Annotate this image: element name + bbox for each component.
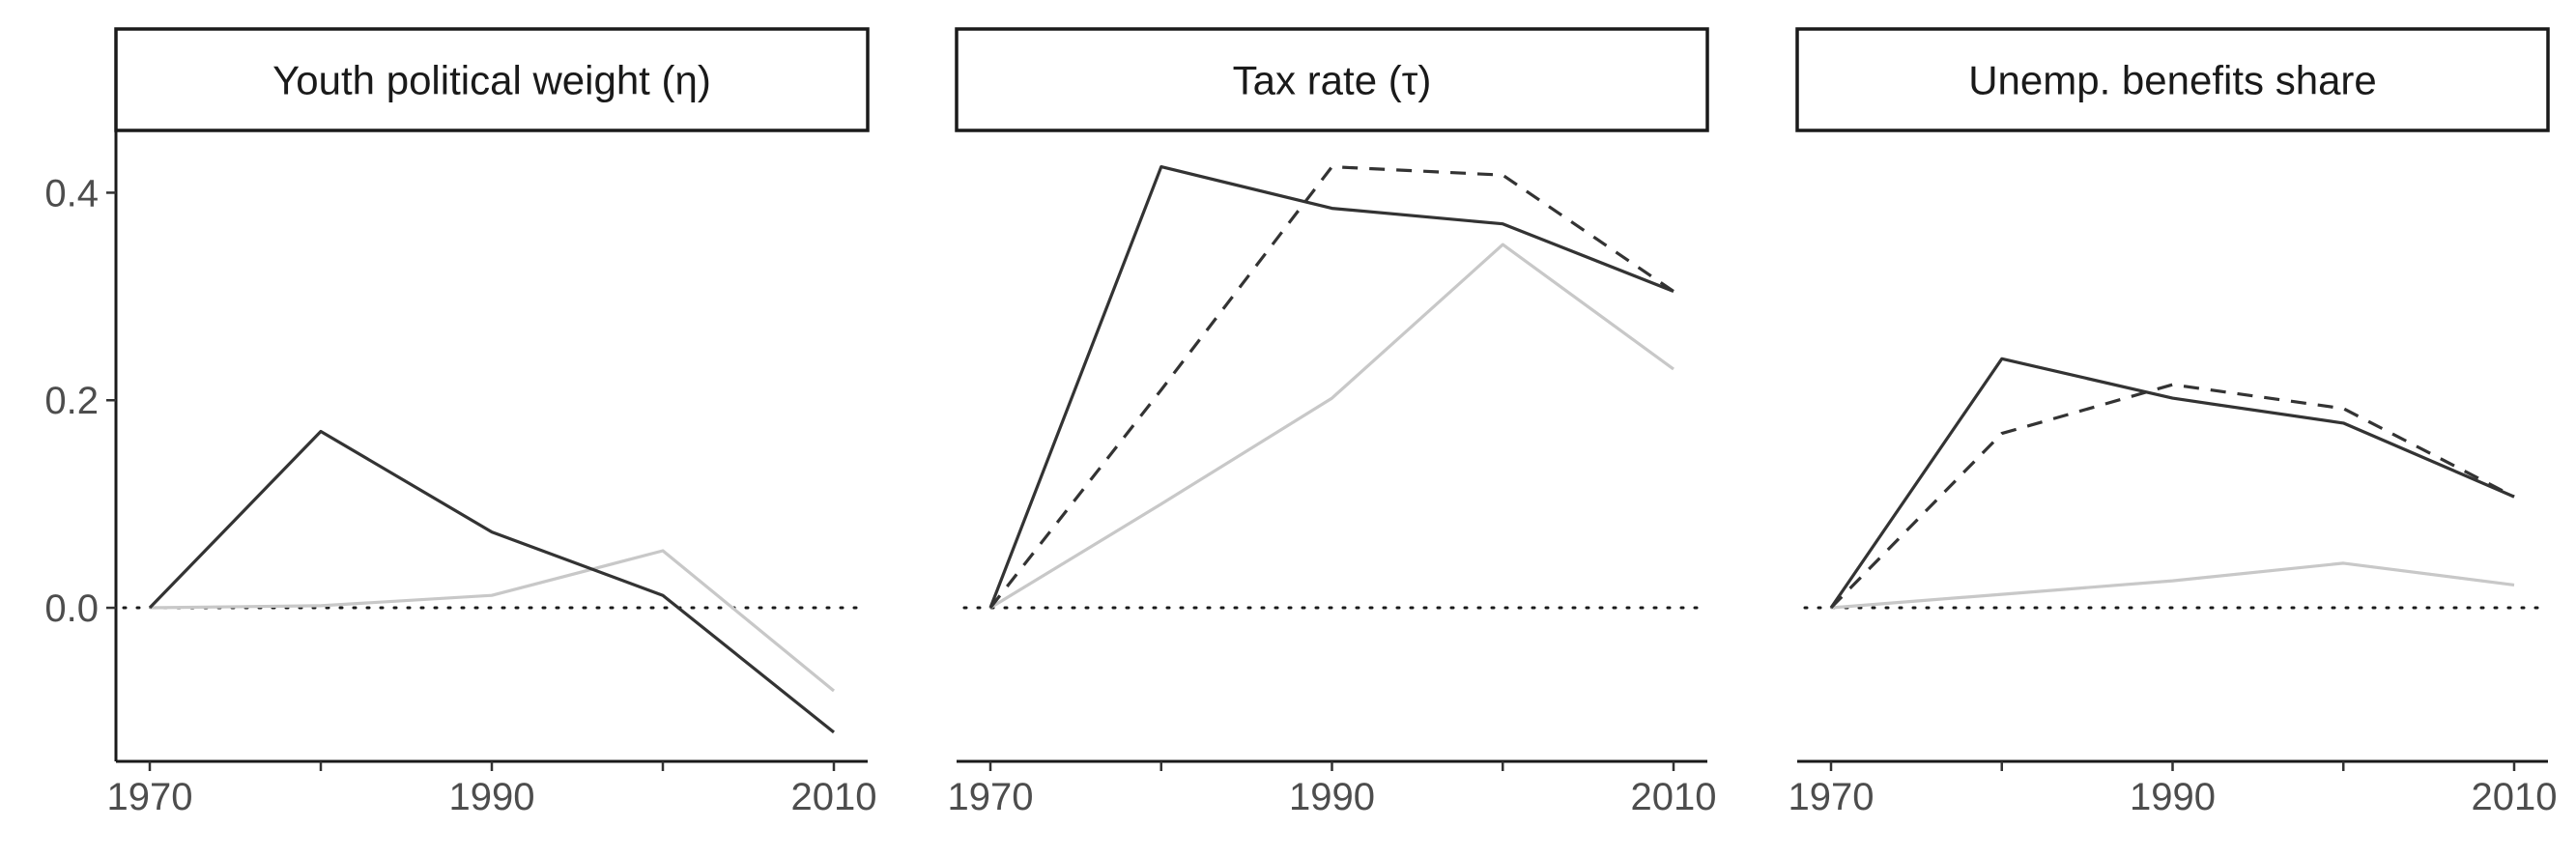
series-line-2 xyxy=(988,165,1674,609)
x-tick-label: 2010 xyxy=(2472,776,2558,818)
y-tick-label: 0.0 xyxy=(44,587,99,630)
x-tick-label: 1970 xyxy=(107,776,193,818)
facet-strip xyxy=(1795,27,2550,132)
facet-title: Tax rate (τ) xyxy=(1233,58,1432,103)
x-tick-label: 2010 xyxy=(1631,776,1717,818)
facet-panel-1: Youth political weight (η) 1970 1990 2010 xyxy=(107,27,877,818)
facet-strip xyxy=(114,27,870,132)
series-line-3 xyxy=(1830,561,2515,610)
x-tick-label: 2010 xyxy=(791,776,877,818)
x-tick-label: 1990 xyxy=(449,776,535,818)
facet-panel-2: Tax rate (τ) 1970 1990 2010 xyxy=(948,27,1717,818)
y-tick-label: 0.4 xyxy=(44,172,99,214)
y-tick-label: 0.2 xyxy=(44,380,99,422)
x-tick-label: 1970 xyxy=(948,776,1034,818)
facet-title: Youth political weight (η) xyxy=(272,58,711,103)
series-line-2 xyxy=(149,549,836,693)
facet-strip xyxy=(955,27,1709,132)
series-line-1 xyxy=(1829,357,2515,609)
facet-panel-3: Unemp. benefits share 1970 1990 2010 xyxy=(1789,27,2558,818)
facet-title: Unemp. benefits share xyxy=(1968,58,2377,103)
series-line-1 xyxy=(148,429,835,734)
series-line-1 xyxy=(988,165,1674,609)
x-tick-label: 1990 xyxy=(1289,776,1375,818)
series-line-3 xyxy=(989,243,1674,610)
x-tick-label: 1990 xyxy=(2130,776,2216,818)
series-line-2 xyxy=(1829,383,2515,610)
x-tick-label: 1970 xyxy=(1789,776,1875,818)
